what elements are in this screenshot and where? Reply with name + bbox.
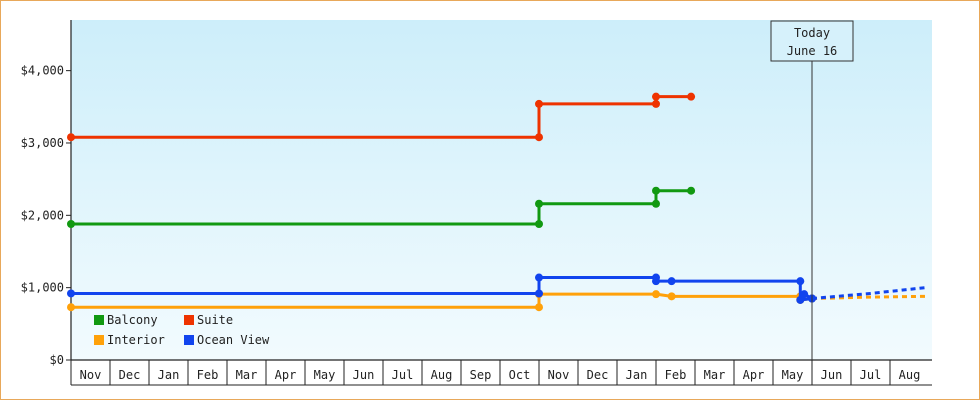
x-tick-label: Jul [392,368,414,382]
x-tick-label: Jun [353,368,375,382]
x-tick-label: Dec [119,368,141,382]
legend-swatch [94,315,104,325]
x-tick-label: Nov [548,368,570,382]
data-point [652,290,660,299]
data-point [67,133,75,142]
x-axis: Nov Dec Jan Feb Mar Apr May Jun Jul Aug Sep Oct Nov D… [70,359,932,386]
data-point [667,292,676,301]
legend-swatch [184,315,194,325]
y-tick-label: $4,000 [21,64,64,78]
data-point [652,99,660,108]
x-tick-label: May [782,368,804,382]
data-point [535,199,543,208]
legend-label: Suite [197,313,233,327]
legend: Balcony Suite Interior Ocean View [94,313,270,347]
data-point [67,220,75,228]
legend-swatch [94,335,104,345]
x-tick-label: Jan [158,368,180,382]
data-point [652,277,660,286]
data-point [796,295,805,304]
x-tick-label: Jul [860,368,882,382]
x-tick-label: Aug [899,368,921,382]
data-point [67,289,75,298]
y-tick-label: $1,000 [21,281,64,295]
data-point [652,92,660,101]
y-tick-label: $0 [50,353,64,367]
y-axis: $0 $1,000 $2,000 $3,000 $4,000 [21,20,72,367]
series-layer [67,92,926,312]
data-point [535,289,543,298]
x-tick-label: Mar [704,368,726,382]
x-tick-label: Jan [626,368,648,382]
x-tick-label: Aug [431,368,453,382]
plot-background [71,20,932,360]
data-point [687,92,696,101]
data-point [652,186,660,195]
series-ocean-view [67,273,926,304]
legend-label: Ocean View [197,333,270,347]
today-label: Today [794,26,830,40]
legend-label: Balcony [107,313,158,327]
series-line [71,95,692,139]
data-point [535,273,543,282]
x-tick-label: Sep [470,368,492,382]
x-tick-label: Nov [80,368,102,382]
data-point [535,133,543,142]
x-tick-label: May [314,368,336,382]
data-point [687,186,696,195]
data-point [535,99,543,108]
x-tick-label: Oct [509,368,531,382]
today-marker: Today June 16 [770,20,854,360]
data-point [535,220,543,228]
x-tick-label: Feb [665,368,687,382]
x-tick-label: Mar [236,368,258,382]
data-point [796,277,805,286]
today-box [770,20,854,62]
data-point [667,277,676,286]
y-tick-label: $2,000 [21,208,64,222]
data-point [67,303,75,312]
series-line [71,189,692,226]
data-point [652,199,660,208]
data-point [535,303,543,312]
y-tick-label: $3,000 [21,136,64,150]
x-tick-label: Apr [743,368,765,382]
forecast-line [811,286,926,301]
x-tick-label: Feb [197,368,219,382]
series-suite [67,92,696,142]
data-point [800,290,809,299]
x-tick-label: Apr [275,368,297,382]
legend-label: Interior [107,333,165,347]
x-tick-label: Jun [821,368,843,382]
series-balcony [67,186,696,228]
x-tick-label: Dec [587,368,609,382]
legend-swatch [184,335,194,345]
today-date: June 16 [787,44,838,58]
